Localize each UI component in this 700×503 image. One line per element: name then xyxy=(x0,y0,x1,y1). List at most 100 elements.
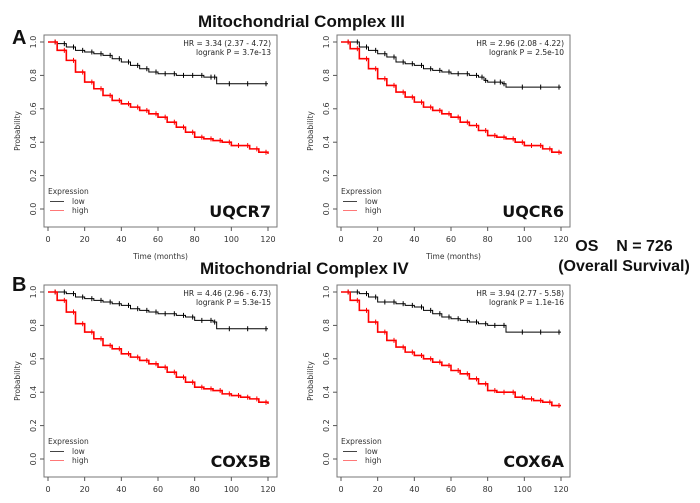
hazard-ratio-label: HR = 2.96 (2.08 - 4.22) xyxy=(476,39,564,48)
km-panel-uqcr6: 0 20 40 60 80 100 120 0.0 0.2 0.4 0.6 0.8 1.0 Time (m… xyxy=(306,34,571,261)
y-tick-label: 0.0 xyxy=(322,203,331,216)
y-tick-label: 0.2 xyxy=(29,169,38,182)
y-tick-label: 1.0 xyxy=(29,36,38,49)
os-label-block: OS N = 726 (Overall Survival) xyxy=(548,237,700,277)
y-tick-label: 0.4 xyxy=(322,386,331,399)
km-curve-low xyxy=(341,291,561,333)
km-curve-high xyxy=(48,291,269,404)
hazard-ratio-label: HR = 3.34 (2.37 - 4.72) xyxy=(183,39,271,48)
y-tick-label: 0.8 xyxy=(322,69,331,82)
x-tick-label: 120 xyxy=(553,235,568,244)
logrank-p-label: logrank P = 1.1e-16 xyxy=(489,298,564,307)
x-tick-label: 40 xyxy=(116,235,126,244)
y-tick-label: 0.2 xyxy=(322,169,331,182)
x-tick-label: 60 xyxy=(446,485,456,494)
x-tick-label: 100 xyxy=(224,235,239,244)
km-curve-high xyxy=(48,41,269,154)
y-tick-label: 0.0 xyxy=(322,453,331,466)
legend-label-high: high xyxy=(72,206,89,215)
y-tick-label: 0.8 xyxy=(322,319,331,332)
y-tick-label: 0.4 xyxy=(322,136,331,149)
section-b-title: Mitochondrial Complex IV xyxy=(200,259,409,278)
gene-label: COX6A xyxy=(503,452,564,471)
os-sublabel: (Overall Survival) xyxy=(558,258,690,275)
gene-label: UQCR7 xyxy=(209,202,271,221)
y-tick-label: 0.8 xyxy=(29,69,38,82)
y-tick-label: 0.0 xyxy=(29,203,38,216)
gene-label: COX5B xyxy=(211,452,271,471)
logrank-p-label: logrank P = 3.7e-13 xyxy=(196,48,271,57)
gene-label: UQCR6 xyxy=(502,202,564,221)
plot-frame xyxy=(43,284,278,478)
x-tick-label: 60 xyxy=(153,485,163,494)
x-tick-label: 120 xyxy=(260,485,275,494)
y-tick-label: 0.2 xyxy=(322,419,331,432)
legend-label-high: high xyxy=(365,456,382,465)
panel-letter-b: B xyxy=(12,274,27,296)
legend-title: Expression xyxy=(48,437,89,446)
x-tick-label: 80 xyxy=(483,485,493,494)
x-tick-label: 0 xyxy=(338,235,343,244)
y-axis-label: Probability xyxy=(13,361,22,401)
x-tick-label: 20 xyxy=(80,485,90,494)
y-tick-label: 0.0 xyxy=(29,453,38,466)
x-axis-label: Time (months) xyxy=(132,252,188,261)
y-tick-label: 0.6 xyxy=(29,102,38,115)
logrank-p-label: logrank P = 5.3e-15 xyxy=(196,298,271,307)
y-axis-label: Probability xyxy=(13,111,22,151)
x-tick-label: 100 xyxy=(517,235,532,244)
y-tick-label: 0.4 xyxy=(29,136,38,149)
km-curve-low xyxy=(341,41,561,88)
os-n-label: OS N = 726 xyxy=(575,238,673,255)
y-axis-label: Probability xyxy=(306,111,315,151)
legend-title: Expression xyxy=(341,187,382,196)
plot-frame xyxy=(336,284,571,478)
x-tick-label: 120 xyxy=(553,485,568,494)
km-curve-high xyxy=(341,41,562,154)
x-tick-label: 20 xyxy=(373,235,383,244)
section-a-title: Mitochondrial Complex III xyxy=(198,12,405,31)
x-tick-label: 40 xyxy=(409,485,419,494)
hazard-ratio-label: HR = 4.46 (2.96 - 6.73) xyxy=(183,289,271,298)
legend-label-high: high xyxy=(365,206,382,215)
x-tick-label: 80 xyxy=(190,235,200,244)
km-panel-uqcr7: 0 20 40 60 80 100 120 0.0 0.2 0.4 0.6 0.8 1.0 Time (m… xyxy=(13,34,278,261)
y-tick-label: 0.8 xyxy=(29,319,38,332)
km-curve-low xyxy=(48,41,268,85)
legend-label-low: low xyxy=(72,197,85,206)
legend-label-low: low xyxy=(72,447,85,456)
x-tick-label: 120 xyxy=(260,235,275,244)
y-tick-label: 0.4 xyxy=(29,386,38,399)
legend-label-high: high xyxy=(72,456,89,465)
plot-frame xyxy=(336,34,571,228)
x-tick-label: 0 xyxy=(45,485,50,494)
legend-label-low: low xyxy=(365,197,378,206)
x-tick-label: 20 xyxy=(80,235,90,244)
y-tick-label: 1.0 xyxy=(322,36,331,49)
x-tick-label: 80 xyxy=(483,235,493,244)
y-tick-label: 0.6 xyxy=(29,352,38,365)
y-tick-label: 0.2 xyxy=(29,419,38,432)
x-axis-label: Time (months) xyxy=(425,252,481,261)
km-curve-high xyxy=(341,291,561,407)
x-tick-label: 60 xyxy=(153,235,163,244)
x-tick-label: 20 xyxy=(373,485,383,494)
legend-title: Expression xyxy=(341,437,382,446)
legend-label-low: low xyxy=(365,447,378,456)
x-tick-label: 0 xyxy=(338,485,343,494)
x-tick-label: 100 xyxy=(517,485,532,494)
y-tick-label: 1.0 xyxy=(29,286,38,299)
x-tick-label: 40 xyxy=(116,485,126,494)
y-tick-label: 0.6 xyxy=(322,352,331,365)
km-curve-low xyxy=(48,291,268,330)
hazard-ratio-label: HR = 3.94 (2.77 - 5.58) xyxy=(476,289,564,298)
x-tick-label: 0 xyxy=(45,235,50,244)
x-tick-label: 100 xyxy=(224,485,239,494)
y-axis-label: Probability xyxy=(306,361,315,401)
x-tick-label: 80 xyxy=(190,485,200,494)
logrank-p-label: logrank P = 2.5e-10 xyxy=(489,48,564,57)
legend-title: Expression xyxy=(48,187,89,196)
